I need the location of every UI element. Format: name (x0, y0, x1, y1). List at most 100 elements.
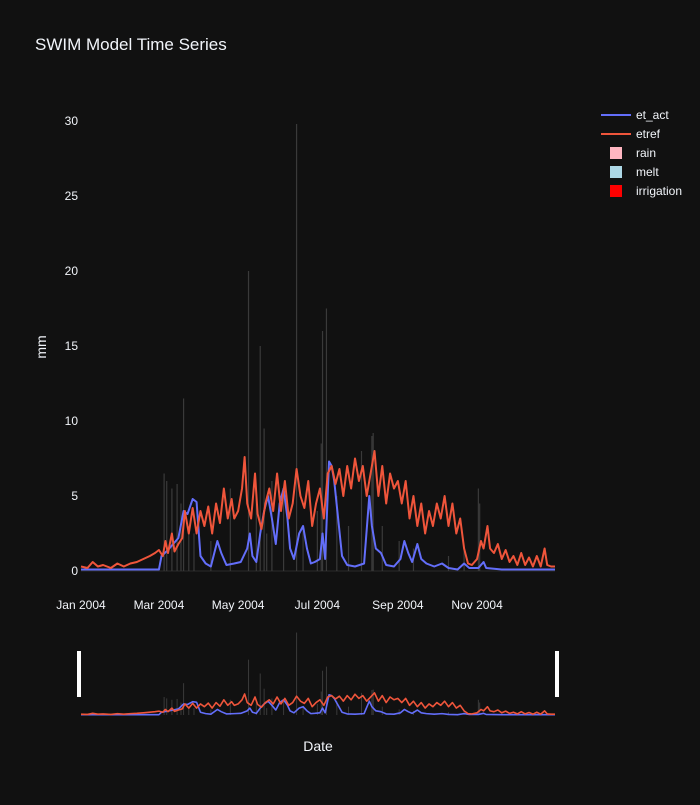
legend-swatch-melt (610, 166, 622, 178)
rain-bar (263, 428, 265, 571)
rain-bar (463, 548, 465, 571)
series-lines (80, 450, 555, 571)
slider-rain-bar (361, 692, 362, 715)
range-slider-left-handle[interactable] (77, 651, 81, 697)
slider-rain-bar (183, 683, 185, 715)
x-axis-ticks: Jan 2004 Mar 2004 May 2004 Jul 2004 Sep 2004… (56, 598, 503, 612)
slider-rain-bar (477, 699, 479, 715)
slider-rain-bar (283, 701, 285, 715)
rain-bar (180, 503, 182, 571)
legend-swatch-irrigation (610, 185, 622, 197)
rain-bar (171, 488, 173, 571)
y-axis-title: mm (33, 335, 49, 358)
rain-bar (210, 541, 212, 571)
slider-rain-bar (372, 689, 374, 715)
slider-rain-bar (398, 709, 400, 715)
x-tick-label: Mar 2004 (134, 598, 185, 612)
rain-bar (266, 533, 268, 571)
slider-rain-bar (479, 702, 481, 715)
rain-bar (166, 481, 168, 571)
slider-rain-bar (176, 698, 178, 715)
rain-bar (282, 496, 285, 571)
rain-bar (371, 436, 373, 571)
slider-rain-bar (166, 698, 168, 715)
x-tick-label: Jan 2004 (56, 598, 106, 612)
legend-swatch-rain (610, 147, 622, 159)
legend-item-et_act[interactable]: et_act (601, 108, 669, 122)
rain-bar (479, 503, 481, 571)
slider-rain-bar (448, 712, 450, 715)
legend-label-et_act: et_act (636, 108, 669, 122)
slider-rain-bar (271, 698, 273, 715)
slider-rain-bar (316, 703, 318, 715)
rain-bar (360, 451, 363, 571)
slider-rain-bar (371, 690, 373, 715)
rain-bar (295, 124, 298, 571)
slider-rain-bar (322, 670, 324, 715)
range-slider-lines (80, 692, 555, 716)
y-tick-label: 5 (71, 489, 78, 503)
precipitation-bars (163, 124, 481, 571)
y-tick-label: 15 (65, 339, 79, 353)
x-tick-label: Nov 2004 (451, 598, 503, 612)
rain-bar (320, 443, 322, 571)
slider-rain-bar (193, 708, 195, 715)
slider-et_act-line (81, 693, 555, 716)
y-tick-label: 30 (65, 114, 79, 128)
legend-item-melt[interactable]: melt (610, 165, 659, 179)
rain-bar (259, 346, 261, 571)
legend-item-etref[interactable]: etref (601, 127, 661, 141)
y-tick-label: 0 (71, 564, 78, 578)
slider-rain-bar (229, 699, 231, 715)
slider-rain-bar (296, 632, 298, 715)
et_act-line (81, 460, 555, 571)
rain-bar (255, 496, 257, 571)
slider-rain-bar (348, 706, 350, 715)
rain-bar (182, 398, 185, 571)
rain-bar (176, 484, 178, 571)
rain-bar (477, 488, 479, 571)
rain-bar (372, 433, 374, 571)
rain-bar (247, 271, 250, 571)
slider-rain-bar (266, 708, 268, 715)
rain-bar (447, 556, 450, 571)
y-axis-ticks: 0 5 10 15 20 25 30 (65, 114, 79, 578)
slider-rain-bar (325, 666, 327, 715)
y-tick-label: 20 (65, 264, 79, 278)
rain-bar (325, 308, 328, 571)
slider-rain-bar (248, 659, 250, 715)
y-tick-label: 10 (65, 414, 79, 428)
slider-rain-bar (320, 691, 322, 715)
x-tick-label: Jul 2004 (295, 598, 341, 612)
rain-bar (398, 541, 400, 571)
rain-bar (302, 526, 304, 571)
x-axis-title: Date (303, 738, 333, 754)
legend-label-irrigation: irrigation (636, 184, 682, 198)
legend-label-melt: melt (636, 165, 659, 179)
rain-bar (271, 481, 273, 571)
rain-bar (193, 533, 195, 571)
legend-item-rain[interactable]: rain (610, 146, 656, 160)
legend-label-rain: rain (636, 146, 656, 160)
rain-bar (347, 526, 350, 571)
slider-etref-line (80, 692, 555, 716)
rain-bar (321, 331, 324, 571)
legend-label-etref: etref (636, 127, 661, 141)
slider-rain-bar (188, 706, 190, 715)
rain-bar (336, 496, 338, 571)
slider-rain-bar (263, 688, 265, 715)
rain-bar (163, 473, 165, 571)
range-slider[interactable] (77, 632, 559, 716)
etref-line (80, 450, 555, 569)
slider-rain-bar (210, 709, 212, 715)
x-tick-label: Sep 2004 (372, 598, 424, 612)
legend-item-irrigation[interactable]: irrigation (610, 184, 682, 198)
slider-rain-bar (302, 706, 304, 715)
slider-rain-bar (259, 673, 261, 715)
range-slider-bars (163, 632, 481, 715)
range-slider-right-handle[interactable] (555, 651, 559, 697)
slider-rain-bar (163, 697, 165, 715)
